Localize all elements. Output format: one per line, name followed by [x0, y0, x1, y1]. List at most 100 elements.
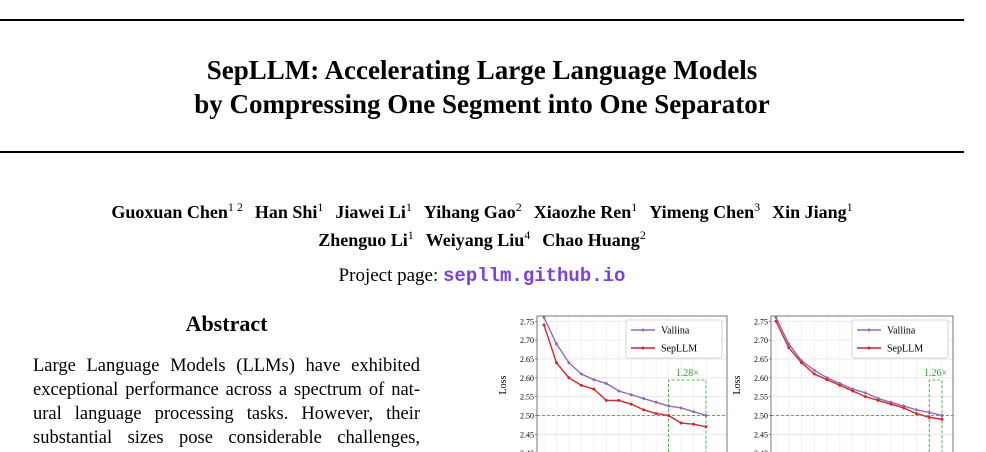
y-tick-label: 2.65: [520, 355, 534, 364]
affiliation: 1: [631, 200, 638, 214]
data-point: [940, 413, 944, 417]
author-row: Zhenguo Li1 Weiyang Liu4 Chao Huang2: [0, 224, 964, 252]
legend-label: Vallina: [887, 326, 916, 337]
author-name: Weiyang Liu: [425, 230, 525, 250]
data-point: [787, 346, 791, 350]
speedup-box: [928, 379, 943, 452]
data-point: [825, 378, 829, 382]
legend-label: SepLLM: [661, 344, 697, 355]
author-name: Yimeng Chen: [649, 202, 755, 222]
data-point: [889, 402, 893, 406]
speedup-label: 1.28×: [676, 368, 699, 379]
author: Han Shi1: [255, 200, 324, 222]
data-point: [812, 372, 816, 376]
y-axis-label: Loss: [732, 375, 743, 394]
abstract-line: substantial sizes pose considerable chal…: [33, 428, 420, 448]
data-point: [838, 383, 842, 387]
affiliation: 1: [317, 200, 324, 214]
author-name: Xiaozhe Ren: [533, 202, 632, 222]
data-point: [940, 417, 944, 421]
data-point: [592, 387, 596, 391]
author: Xiaozhe Ren1: [533, 200, 638, 222]
author-name: Chao Huang: [542, 230, 640, 250]
y-tick-label: 2.45: [754, 430, 768, 439]
data-point: [567, 361, 571, 365]
author-name: Jiawei Li: [335, 202, 406, 222]
legend-label: SepLLM: [887, 344, 923, 355]
plot-frame: [770, 315, 954, 452]
y-tick-label: 2.60: [754, 374, 768, 383]
project-link[interactable]: sepllm.github.io: [443, 265, 626, 287]
data-point: [554, 361, 558, 365]
data-point: [692, 422, 696, 426]
author-name: Guoxuan Chen: [111, 202, 228, 222]
data-point: [654, 412, 658, 416]
data-point: [704, 425, 708, 429]
speedup-box: [668, 379, 707, 452]
data-point: [579, 383, 583, 387]
author: Yihang Gao2: [423, 200, 522, 222]
data-point: [927, 410, 931, 414]
data-point: [863, 395, 867, 399]
legend-marker: [867, 346, 871, 350]
legend-label: Vallina: [661, 326, 690, 337]
data-point: [774, 319, 778, 323]
affiliation: 1: [407, 228, 414, 242]
data-point: [629, 393, 633, 397]
data-point: [876, 398, 880, 402]
y-tick-label: 2.45: [520, 430, 534, 439]
affiliation: 1: [405, 200, 412, 214]
data-point: [692, 410, 696, 414]
author-list: Guoxuan Chen1 2 Han Shi1 Jiawei Li1 Yihang …: [0, 196, 964, 252]
data-point: [604, 381, 608, 385]
author: Guoxuan Chen1 2: [111, 200, 243, 222]
author: Yimeng Chen3: [649, 200, 760, 222]
abstract-line: exceptional performance across a spectru…: [33, 380, 420, 400]
y-tick-label: 2.60: [520, 374, 534, 383]
y-tick-label: 2.70: [520, 336, 534, 345]
y-tick-label: 2.55: [754, 393, 768, 402]
data-point: [604, 398, 608, 402]
data-point: [542, 323, 546, 327]
data-point: [914, 408, 918, 412]
data-point: [567, 376, 571, 380]
author-row: Guoxuan Chen1 2 Han Shi1 Jiawei Li1 Yihang …: [0, 196, 964, 224]
data-point: [902, 406, 906, 410]
project-page: Project page: sepllm.github.io: [0, 265, 964, 287]
y-tick-label: 2.70: [754, 336, 768, 345]
series-line: [775, 320, 943, 420]
data-point: [629, 402, 633, 406]
data-point: [579, 372, 583, 376]
data-point: [667, 404, 671, 408]
affiliation: 1: [846, 200, 853, 214]
author: Chao Huang2: [542, 228, 646, 250]
y-tick-label: 2.55: [520, 393, 534, 402]
data-point: [704, 413, 708, 417]
abstract-text: Large Language Models (LLMs) have exhibi…: [33, 354, 420, 450]
project-label: Project page:: [338, 265, 439, 286]
author-name: Xin Jiang: [772, 202, 847, 222]
data-point: [812, 368, 816, 372]
abstract-heading: Abstract: [185, 311, 268, 336]
data-point: [554, 342, 558, 346]
y-tick-label: 2.65: [754, 355, 768, 364]
data-point: [863, 391, 867, 395]
data-point: [642, 397, 646, 401]
y-tick-label: 2.75: [754, 317, 768, 326]
bottom-rule: [0, 151, 964, 153]
y-tick-label: 2.40: [520, 449, 534, 452]
data-point: [679, 406, 683, 410]
data-point: [542, 316, 546, 320]
data-point: [642, 408, 646, 412]
y-axis-label: Loss: [498, 375, 509, 394]
series-line: [775, 317, 943, 417]
author-name: Zhenguo Li: [318, 230, 408, 250]
author-name: Yihang Gao: [423, 202, 516, 222]
data-point: [679, 421, 683, 425]
data-point: [914, 412, 918, 416]
y-tick-label: 2.75: [520, 317, 534, 326]
abstract-line: Large Language Models (LLMs) have exhibi…: [33, 356, 420, 376]
legend-marker: [641, 328, 645, 332]
legend-marker: [867, 328, 871, 332]
